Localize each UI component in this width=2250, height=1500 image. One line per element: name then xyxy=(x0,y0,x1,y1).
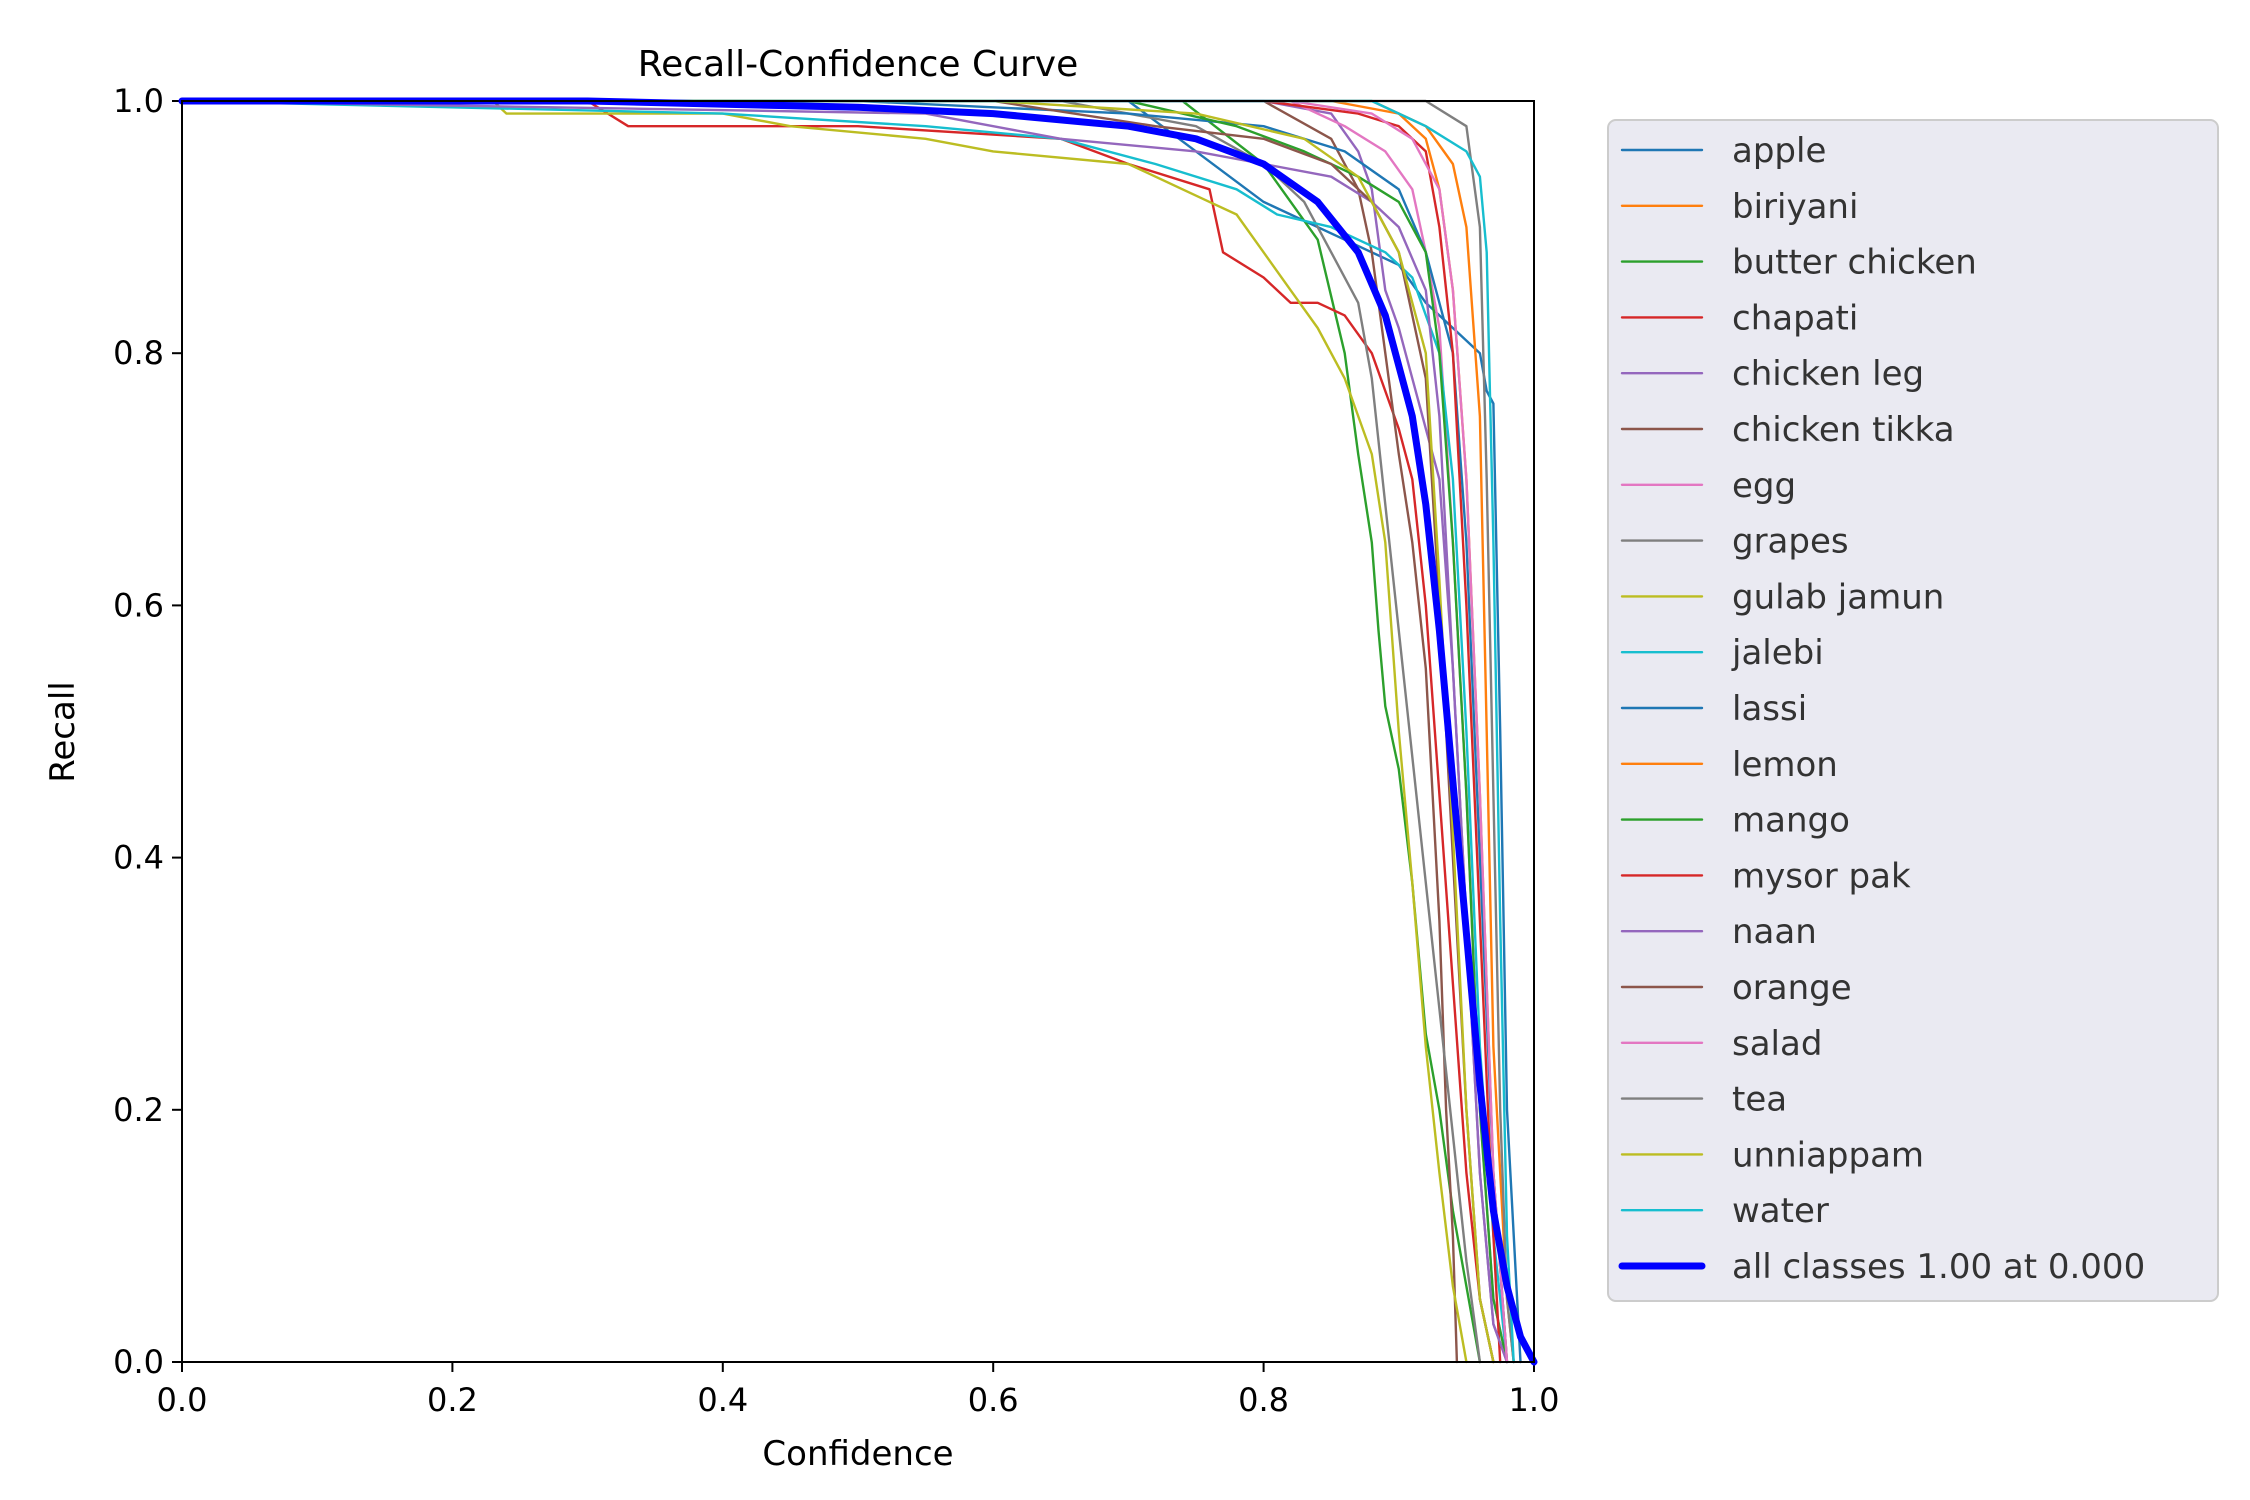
x-tick-label: 0.0 xyxy=(157,1381,208,1419)
series-line-mysor-pak xyxy=(180,99,1502,1364)
x-axis-ticks: 0.0 0.2 0.4 0.6 0.8 1.0 xyxy=(157,1362,1560,1419)
legend-label: mango xyxy=(1732,801,1850,841)
y-tick-label: 0.2 xyxy=(113,1091,164,1129)
y-axis-label: Recall xyxy=(43,681,83,782)
series-line-chicken-tikka xyxy=(180,99,1459,1364)
legend-label: jalebi xyxy=(1731,633,1824,673)
legend-label: unniappam xyxy=(1732,1135,1924,1175)
legend-box xyxy=(1607,119,2219,1302)
legend-label: chicken tikka xyxy=(1732,410,1955,450)
y-tick-label: 0.8 xyxy=(113,334,164,372)
legend-label: chapati xyxy=(1732,298,1858,338)
legend-label: gulab jamun xyxy=(1732,577,1944,617)
x-axis-label: Confidence xyxy=(762,1434,953,1474)
legend-label: lemon xyxy=(1732,745,1838,785)
series-line-gulab-jamun xyxy=(180,99,1468,1364)
series-line-butter-chicken xyxy=(180,99,1482,1364)
chart-title: Recall-Confidence Curve xyxy=(638,44,1078,85)
series-line-chapati xyxy=(180,99,1495,1364)
series-line-jalebi xyxy=(180,99,1509,1364)
series-line-salad xyxy=(180,99,1509,1364)
legend-label: chicken leg xyxy=(1732,354,1924,394)
plot-area xyxy=(182,101,1534,1362)
legend-label: orange xyxy=(1732,968,1852,1008)
legend: apple biriyani butter chicken chapati chicke… xyxy=(1607,119,2219,1302)
plot-frame xyxy=(181,100,1535,1363)
legend-label: mysor pak xyxy=(1732,856,1911,896)
y-tick-label: 1.0 xyxy=(113,82,164,120)
legend-label: apple xyxy=(1732,131,1826,171)
series-line-apple xyxy=(180,99,1522,1364)
legend-label: grapes xyxy=(1732,522,1849,562)
y-tick-label: 0.6 xyxy=(113,586,164,624)
legend-label: lassi xyxy=(1732,689,1807,729)
x-tick-label: 0.4 xyxy=(697,1381,748,1419)
x-tick-label: 0.2 xyxy=(427,1381,478,1419)
legend-label: salad xyxy=(1732,1024,1822,1064)
y-tick-label: 0.4 xyxy=(113,839,164,877)
x-tick-label: 0.6 xyxy=(968,1381,1019,1419)
y-tick-label: 0.0 xyxy=(113,1343,164,1381)
legend-label: all classes 1.00 at 0.000 xyxy=(1732,1247,2145,1287)
x-tick-label: 1.0 xyxy=(1509,1381,1560,1419)
x-tick-label: 0.8 xyxy=(1238,1381,1289,1419)
legend-label: water xyxy=(1732,1191,1829,1231)
series-line-all-classes-1-00-at-0-000 xyxy=(178,97,1538,1366)
legend-label: tea xyxy=(1732,1080,1787,1120)
legend-items: apple biriyani butter chicken chapati chicke… xyxy=(1618,131,2145,1287)
legend-label: naan xyxy=(1732,912,1817,952)
series-line-grapes xyxy=(180,99,1482,1364)
series-line-unniappam xyxy=(180,99,1495,1364)
y-axis-ticks: 0.0 0.2 0.4 0.6 0.8 1.0 xyxy=(113,82,182,1381)
legend-label: biriyani xyxy=(1732,187,1858,227)
legend-label: egg xyxy=(1732,466,1796,506)
series-line-lassi xyxy=(180,99,1509,1364)
legend-label: butter chicken xyxy=(1732,243,1977,283)
series-line-naan xyxy=(180,99,1509,1364)
